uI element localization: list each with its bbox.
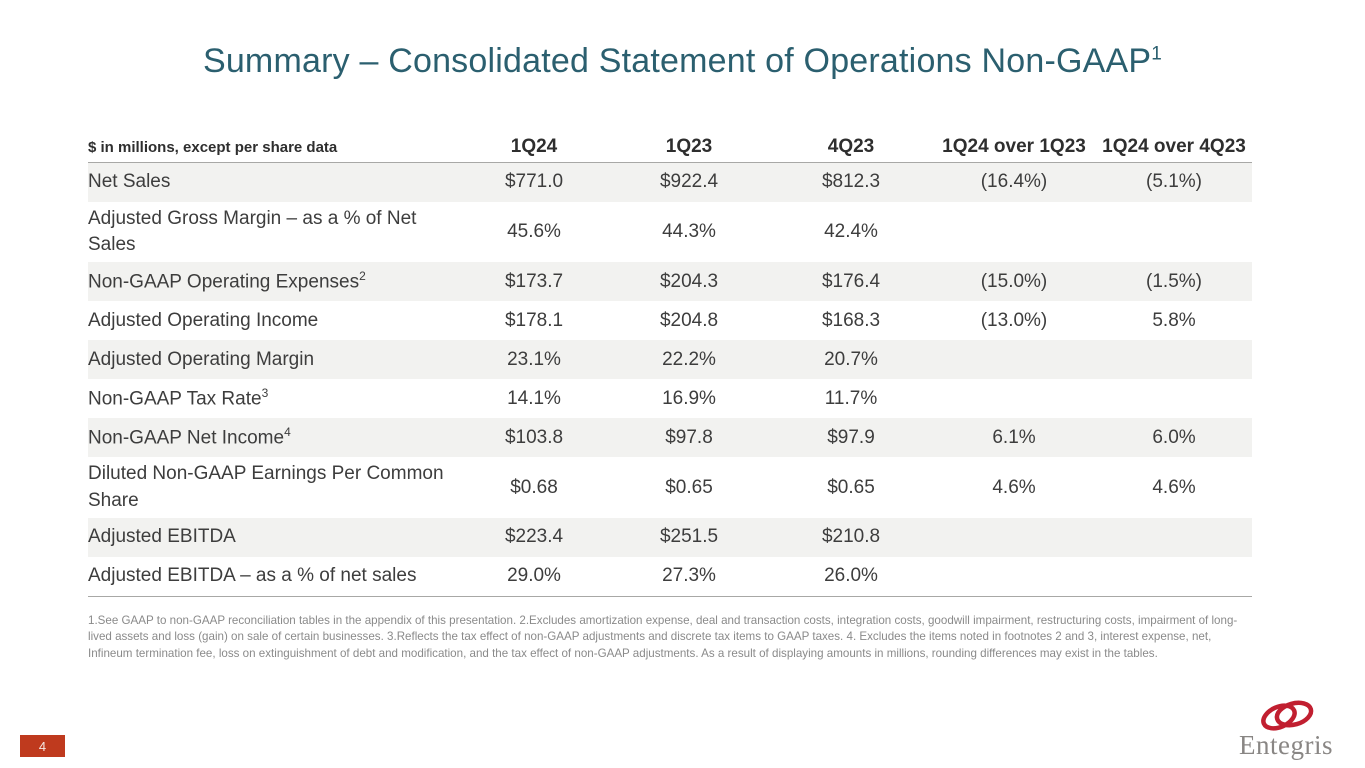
table-cell bbox=[932, 356, 1096, 364]
table-cell: 11.7% bbox=[824, 387, 878, 409]
table-cell: $103.8 bbox=[504, 426, 564, 448]
table-cell: 4.6% bbox=[1152, 476, 1196, 498]
table-cell: 44.3% bbox=[662, 221, 716, 243]
table-cell: 26.0% bbox=[824, 565, 878, 587]
table-cell: $922.4 bbox=[659, 171, 719, 193]
table-row: Adjusted EBITDA – as a % of net sales 29.… bbox=[88, 557, 1252, 596]
entegris-logo: Entegris bbox=[1231, 698, 1341, 761]
table-cell: (15.0%) bbox=[980, 270, 1048, 292]
table-row: Adjusted Operating Income $178.1 $204.8 $16… bbox=[88, 301, 1252, 340]
table-cell bbox=[932, 228, 1096, 236]
table-cell: $0.65 bbox=[665, 476, 713, 498]
table-header-row: $ in millions, except per share data 1Q2… bbox=[88, 136, 1252, 163]
table-cell bbox=[932, 533, 1096, 541]
table-cell bbox=[1096, 356, 1252, 364]
table-cell: $97.9 bbox=[827, 426, 875, 448]
table-column-header: 1Q24 over 4Q23 bbox=[1102, 136, 1246, 157]
page-number: 4 bbox=[38, 738, 47, 754]
table-body: Net Sales $771.0 $922.4 $812.3 (16.4%) (5.1%)… bbox=[88, 163, 1252, 597]
table-cell: $204.8 bbox=[659, 309, 719, 331]
table-cell: $168.3 bbox=[821, 309, 881, 331]
table-row: Non-GAAP Tax Rate3 14.1% 16.9% 11.7% bbox=[88, 379, 1252, 418]
row-footnote-marker: 2 bbox=[359, 269, 366, 284]
row-label: Adjusted Operating Margin bbox=[88, 348, 315, 370]
table-column-header: 4Q23 bbox=[827, 136, 875, 157]
table-cell: $173.7 bbox=[504, 270, 564, 292]
row-label: Diluted Non-GAAP Earnings Per Common Sha… bbox=[88, 463, 444, 511]
table-cell: $812.3 bbox=[821, 171, 881, 193]
row-label: Net Sales bbox=[88, 171, 171, 193]
table-cell: 29.0% bbox=[507, 565, 561, 587]
table-cell: $178.1 bbox=[504, 309, 564, 331]
row-label: Non-GAAP Net Income4 bbox=[88, 425, 291, 449]
table-cell: 5.8% bbox=[1152, 309, 1196, 331]
row-label: Non-GAAP Operating Expenses2 bbox=[88, 269, 366, 293]
table-cell: 42.4% bbox=[824, 221, 878, 243]
table-cell: $223.4 bbox=[504, 526, 564, 548]
table-cell bbox=[932, 572, 1096, 580]
table-cell: 6.1% bbox=[992, 426, 1036, 448]
table-cell: (5.1%) bbox=[1146, 171, 1202, 193]
row-label: Adjusted Operating Income bbox=[88, 309, 319, 331]
table-cell: $204.3 bbox=[659, 270, 719, 292]
table-column-header: 1Q24 bbox=[510, 136, 558, 157]
table-row: Net Sales $771.0 $922.4 $812.3 (16.4%) (5.1%) bbox=[88, 163, 1252, 202]
table-row: Diluted Non-GAAP Earnings Per Common Sha… bbox=[88, 457, 1252, 517]
slide-title-text: Summary – Consolidated Statement of Oper… bbox=[202, 42, 1152, 80]
entegris-rings-icon bbox=[1261, 700, 1314, 731]
table-cell: $97.8 bbox=[665, 426, 713, 448]
row-label: Adjusted Gross Margin – as a % of Net Sa… bbox=[88, 208, 417, 256]
table-cell: (1.5%) bbox=[1146, 270, 1202, 292]
table-row: Non-GAAP Net Income4 $103.8 $97.8 $97.9 6.1%… bbox=[88, 418, 1252, 458]
table-cell: 22.2% bbox=[662, 348, 716, 370]
slide-title-footnote-marker: 1 bbox=[1151, 43, 1163, 65]
table-cell: 14.1% bbox=[507, 387, 561, 409]
table-cell: $210.8 bbox=[821, 526, 881, 548]
table-cell bbox=[1096, 395, 1252, 403]
entegris-wordmark: Entegris bbox=[1239, 730, 1333, 760]
table-cell: 23.1% bbox=[507, 348, 561, 370]
table-cell: $176.4 bbox=[821, 270, 881, 292]
table-cell bbox=[1096, 572, 1252, 580]
table-row: Adjusted Gross Margin – as a % of Net Sa… bbox=[88, 202, 1252, 262]
row-footnote-marker: 3 bbox=[261, 386, 269, 401]
row-label: Non-GAAP Tax Rate3 bbox=[88, 386, 269, 410]
table-column-header: 1Q23 bbox=[665, 136, 713, 157]
table-cell: $251.5 bbox=[659, 526, 719, 548]
table-row: Non-GAAP Operating Expenses2 $173.7 $204.3… bbox=[88, 262, 1252, 302]
row-label: Adjusted EBITDA bbox=[88, 526, 236, 548]
page-number-badge: 4 bbox=[20, 735, 65, 757]
table-cell: (16.4%) bbox=[980, 171, 1048, 193]
table-cell bbox=[932, 395, 1096, 403]
table-units-label: $ in millions, except per share data bbox=[88, 139, 338, 156]
slide-title: Summary – Consolidated Statement of Oper… bbox=[0, 42, 1365, 81]
table-cell: $771.0 bbox=[504, 171, 564, 193]
table-cell: $0.68 bbox=[510, 476, 558, 498]
table-cell bbox=[1096, 228, 1252, 236]
table-cell: (13.0%) bbox=[980, 309, 1048, 331]
table-cell: 45.6% bbox=[507, 221, 561, 243]
table-cell: 27.3% bbox=[662, 565, 716, 587]
table-cell: 6.0% bbox=[1152, 426, 1196, 448]
table-cell: 4.6% bbox=[992, 476, 1036, 498]
footnotes-text: 1.See GAAP to non-GAAP reconciliation ta… bbox=[88, 613, 1238, 660]
row-footnote-marker: 4 bbox=[284, 425, 291, 440]
table-cell: 16.9% bbox=[662, 387, 716, 409]
operations-summary-table: $ in millions, except per share data 1Q2… bbox=[88, 136, 1252, 597]
table-column-header: 1Q24 over 1Q23 bbox=[942, 136, 1086, 157]
row-label: Adjusted EBITDA – as a % of net sales bbox=[88, 565, 417, 587]
table-cell: $0.65 bbox=[827, 476, 875, 498]
table-row: Adjusted Operating Margin 23.1% 22.2% 20.7% bbox=[88, 340, 1252, 380]
table-cell: 20.7% bbox=[824, 348, 878, 370]
table-cell bbox=[1096, 533, 1252, 541]
content-area: $ in millions, except per share data 1Q2… bbox=[88, 136, 1252, 662]
table-row: Adjusted EBITDA $223.4 $251.5 $210.8 bbox=[88, 517, 1252, 557]
